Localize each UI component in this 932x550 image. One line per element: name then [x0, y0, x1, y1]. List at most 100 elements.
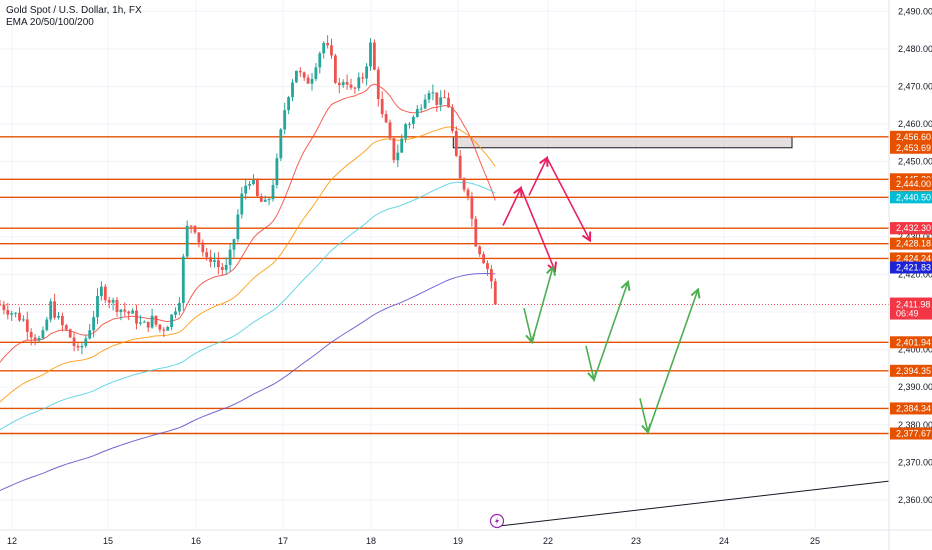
candle	[224, 257, 228, 275]
candle	[322, 41, 326, 59]
candle	[334, 53, 337, 84]
candle	[213, 252, 216, 268]
candle	[49, 298, 53, 323]
candle	[454, 126, 458, 158]
x-tick-label: 23	[631, 536, 641, 546]
ema-lines	[0, 83, 496, 491]
candle	[408, 121, 411, 129]
candle	[115, 297, 119, 317]
candle	[439, 90, 443, 112]
candle	[29, 328, 33, 346]
candle	[6, 302, 10, 320]
y-tick-label: 2,380.00	[898, 420, 932, 430]
candle	[217, 252, 220, 275]
candle	[415, 104, 419, 118]
arrow-up-projection[interactable]	[523, 264, 557, 345]
y-tick-label: 2,480.00	[898, 44, 932, 54]
candle	[240, 187, 244, 219]
candle	[2, 300, 6, 315]
svg-text:06:49: 06:49	[896, 309, 919, 319]
y-tick-label: 2,490.00	[898, 6, 932, 16]
candle	[166, 325, 170, 331]
x-tick-label: 22	[543, 536, 553, 546]
candle	[361, 72, 365, 84]
candle	[123, 302, 127, 317]
level-label: 2,428.18	[890, 237, 932, 250]
svg-text:2,456.60: 2,456.60	[896, 132, 931, 142]
candle	[22, 315, 25, 322]
candle	[41, 326, 45, 340]
candle	[283, 102, 287, 135]
level-label: 2,444.00	[890, 178, 932, 191]
arrow-down-projection[interactable]	[528, 155, 592, 243]
candle	[170, 314, 173, 331]
candle	[252, 174, 255, 186]
candle	[279, 127, 283, 162]
candle	[25, 311, 29, 340]
trendline	[496, 480, 890, 527]
candle	[259, 193, 263, 203]
candle	[139, 315, 142, 326]
trend-line[interactable]	[496, 480, 890, 527]
zone-box	[452, 136, 793, 149]
candle	[431, 84, 435, 101]
level-label: 2,424.24	[890, 252, 932, 265]
candle	[0, 299, 2, 306]
candle	[447, 92, 450, 108]
x-tick-label: 19	[453, 536, 463, 546]
lightning-icon[interactable]	[489, 513, 505, 529]
candle	[419, 104, 423, 113]
svg-text:2,384.34: 2,384.34	[896, 403, 931, 413]
x-tick-label: 16	[191, 536, 201, 546]
candle	[103, 283, 107, 304]
supply-zone[interactable]	[452, 136, 793, 149]
arrow-up-projection[interactable]	[639, 287, 701, 436]
candle	[291, 79, 294, 102]
y-tick-label: 2,470.00	[898, 81, 932, 91]
candle	[458, 150, 462, 179]
arrow-up-projection[interactable]	[585, 279, 631, 383]
candle	[478, 245, 482, 257]
candle	[493, 278, 497, 305]
candle	[486, 260, 489, 276]
candle	[404, 122, 407, 143]
candle	[100, 281, 103, 301]
candle	[244, 178, 248, 200]
candle	[470, 191, 474, 227]
svg-text:2,377.67: 2,377.67	[896, 429, 931, 439]
candle	[400, 134, 404, 154]
candle	[178, 296, 181, 316]
candle	[127, 310, 131, 321]
candle	[158, 324, 162, 333]
candle	[45, 316, 49, 332]
candle	[330, 38, 333, 59]
arrow-down-projection[interactable]	[502, 185, 557, 273]
indicator-legend[interactable]: EMA 20/50/100/200	[6, 17, 94, 28]
svg-text:2,432.30: 2,432.30	[896, 223, 931, 233]
candle	[318, 51, 322, 74]
level-label: 2,401.94	[890, 336, 932, 349]
candle	[205, 247, 209, 261]
x-tick-label: 15	[103, 536, 113, 546]
ema-label: 2,440.50	[890, 191, 932, 204]
candles	[0, 35, 497, 355]
svg-text:2,424.24: 2,424.24	[896, 253, 931, 263]
candle	[96, 288, 99, 325]
candle	[61, 312, 64, 332]
svg-text:2,421.83: 2,421.83	[896, 263, 931, 273]
candle	[119, 308, 123, 321]
svg-text:2,444.00: 2,444.00	[896, 179, 931, 189]
level-label: 2,377.67	[890, 427, 932, 440]
candle	[150, 308, 154, 329]
candle	[201, 239, 205, 257]
candle	[10, 310, 14, 322]
candle	[162, 327, 166, 338]
candle	[111, 297, 115, 311]
candle	[349, 78, 353, 90]
chart-title: Gold Spot / U.S. Dollar, 1h, FX	[6, 5, 142, 16]
svg-text:2,428.18: 2,428.18	[896, 239, 931, 249]
candle	[341, 79, 345, 88]
x-tick-label: 18	[366, 536, 376, 546]
